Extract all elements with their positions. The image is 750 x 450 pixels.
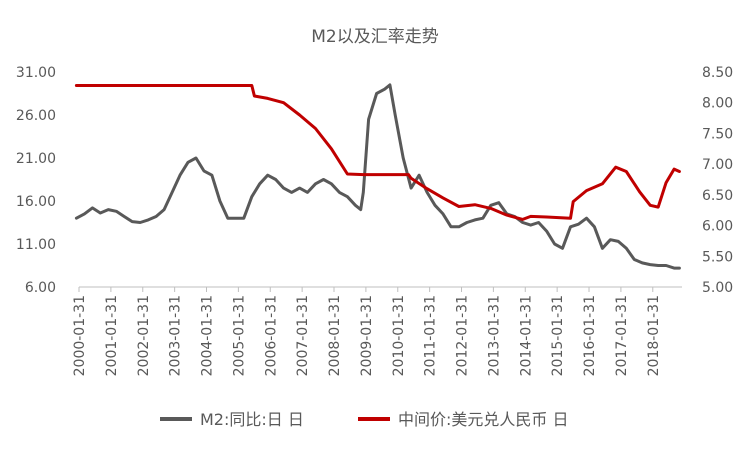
x-tick-label: 2000-01-31 — [72, 295, 88, 376]
x-tick-label: 2018-01-31 — [646, 295, 662, 376]
x-tick-label: 2009-01-31 — [359, 295, 375, 376]
right-y-tick-label: 5.50 — [702, 249, 733, 265]
x-tick-label: 2005-01-31 — [231, 295, 247, 376]
left-y-tick-label: 26.00 — [16, 108, 56, 124]
left-y-axis-ticks: 31.00 26.00 21.00 16.00 11.00 6.00 — [16, 65, 56, 296]
right-y-tick-label: 7.00 — [702, 157, 733, 173]
x-tick-label: 2007-01-31 — [295, 295, 311, 376]
left-y-tick-label: 6.00 — [25, 280, 56, 296]
left-y-tick-label: 11.00 — [16, 237, 56, 253]
x-tick-label: 2002-01-31 — [136, 295, 152, 376]
x-tick-label: 2014-01-31 — [518, 295, 534, 376]
right-y-tick-label: 6.50 — [702, 188, 733, 204]
x-tick-label: 2006-01-31 — [263, 295, 279, 376]
legend: M2:同比:日 日 中间价:美元兑人民币 日 — [160, 410, 568, 429]
chart-title: M2以及汇率走势 — [311, 27, 438, 47]
x-tick-label: 2010-01-31 — [391, 295, 407, 376]
series-layer — [74, 83, 681, 270]
series-line-1 — [74, 84, 681, 221]
x-tick-label: 2001-01-31 — [104, 295, 120, 376]
x-tick-label: 2017-01-31 — [614, 295, 630, 376]
right-y-tick-label: 8.50 — [702, 65, 733, 81]
left-y-tick-label: 16.00 — [16, 194, 56, 210]
right-y-tick-label: 5.00 — [702, 280, 733, 296]
x-tick-label: 2012-01-31 — [455, 295, 471, 376]
left-y-tick-label: 31.00 — [16, 65, 56, 81]
legend-label-0: M2:同比:日 日 — [200, 410, 304, 429]
x-tick-label: 2013-01-31 — [486, 295, 502, 376]
right-y-tick-label: 7.50 — [702, 126, 733, 142]
right-y-tick-label: 6.00 — [702, 219, 733, 235]
right-y-tick-label: 8.00 — [702, 96, 733, 112]
left-y-tick-label: 21.00 — [16, 151, 56, 167]
x-tick-label: 2015-01-31 — [550, 295, 566, 376]
series-line-0 — [74, 83, 681, 270]
x-tick-label: 2003-01-31 — [168, 295, 184, 376]
legend-label-1: 中间价:美元兑人民币 日 — [398, 410, 568, 429]
x-tick-label: 2008-01-31 — [327, 295, 343, 376]
right-y-axis-ticks: 8.50 8.00 7.50 7.00 6.50 6.00 5.50 5.00 — [702, 65, 733, 296]
x-axis: 2000-01-31 2001-01-31 2002-01-31 2003-01-31… — [72, 286, 682, 376]
x-tick-label: 2004-01-31 — [200, 295, 216, 376]
x-tick-label: 2011-01-31 — [423, 295, 439, 376]
x-tick-label: 2016-01-31 — [582, 295, 598, 376]
